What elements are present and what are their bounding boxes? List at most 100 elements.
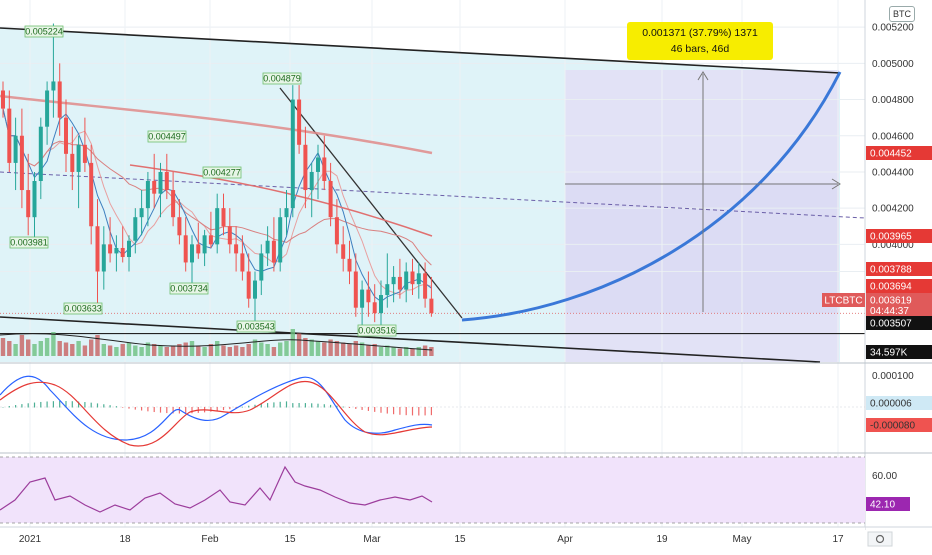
macd-histogram-bar	[122, 407, 124, 408]
volume-bar	[177, 344, 182, 356]
macd-histogram-bar	[33, 402, 36, 408]
candle-body	[379, 295, 383, 314]
macd-histogram-bar	[241, 406, 243, 408]
candle-body	[26, 190, 31, 218]
y-tick-label: 0.004000	[872, 240, 914, 251]
countdown-value: 04:44:37	[870, 306, 909, 317]
volume-bar	[284, 341, 289, 356]
x-tick-label: 17	[832, 534, 844, 545]
macd-histogram-bar	[273, 402, 275, 408]
volume-bar	[19, 335, 25, 356]
y-tick-label: 0.004400	[872, 167, 914, 178]
candle-body	[196, 244, 201, 254]
macd-histogram-bar	[141, 407, 143, 411]
candle-body	[221, 208, 226, 227]
price-annotation: 0.003543	[237, 322, 275, 332]
settings-button	[867, 531, 893, 547]
candle-body	[259, 253, 264, 281]
volume-bar	[227, 347, 232, 356]
macd-histogram-bar	[248, 405, 250, 408]
macd-histogram-bar	[46, 401, 48, 408]
candle-body	[360, 289, 365, 308]
ticker-tag	[822, 293, 865, 307]
candle-body	[253, 280, 257, 299]
candle-body	[423, 273, 428, 299]
candle-body	[82, 144, 87, 163]
candle-body	[13, 135, 18, 163]
volume-bar	[221, 345, 226, 356]
x-tick-label: Apr	[557, 534, 573, 545]
macd-histogram-bar	[386, 407, 388, 414]
candle-body	[95, 226, 100, 272]
x-tick-label: Feb	[201, 534, 219, 545]
price-tag-value: 0.003965	[870, 232, 912, 243]
channel-upper-line	[0, 27, 841, 74]
candle-body	[89, 162, 94, 227]
macd-tag	[866, 418, 932, 432]
measure-line-1: 0.001371 (37.79%) 1371	[642, 27, 758, 39]
volume-bar	[397, 348, 403, 356]
volume-bar	[215, 341, 220, 356]
macd-histogram-bar	[78, 401, 80, 408]
volume-bar	[422, 345, 428, 356]
candle-body	[177, 217, 182, 236]
price-tag	[866, 229, 932, 243]
candle-body	[227, 226, 232, 245]
volume-bar	[359, 342, 365, 356]
volume-bar	[107, 345, 113, 356]
candle-body	[114, 247, 119, 254]
macd-histogram-bar	[317, 403, 319, 408]
price-tag-value: 0.003619	[870, 296, 912, 307]
volume-bar	[208, 344, 214, 356]
candle-body	[391, 276, 396, 285]
macd-histogram-bar	[115, 406, 117, 408]
candle-body	[64, 117, 68, 154]
candle-body	[240, 253, 245, 272]
macd-histogram-bar	[367, 407, 369, 411]
volume-bar	[26, 339, 31, 356]
candle-body	[70, 153, 75, 172]
candle-body	[372, 302, 377, 314]
macd-histogram-bar	[210, 407, 212, 412]
candle-body	[385, 284, 390, 296]
candle-body	[76, 144, 81, 172]
macd-histogram-bar	[59, 401, 61, 408]
candle-body	[171, 190, 176, 218]
volume-bar	[133, 345, 138, 356]
price-tag	[866, 279, 932, 293]
macd-histogram-bar	[336, 405, 338, 408]
volume-bar	[51, 332, 56, 356]
y-tick-label: 0.004800	[872, 95, 914, 106]
volume-bar	[202, 347, 207, 356]
candle-body	[284, 208, 289, 218]
macd-histogram-bar	[71, 401, 73, 408]
macd-histogram-bar	[185, 407, 187, 414]
macd-histogram-bar	[2, 407, 4, 408]
macd-histogram-bar	[285, 401, 288, 408]
projection-lower-box	[565, 183, 839, 313]
currency-chip[interactable]: BTC	[889, 6, 915, 22]
x-tick-label: 2021	[19, 534, 42, 545]
candle-body	[234, 244, 239, 254]
volume-bar	[13, 344, 18, 356]
y-tick-label: 0.004600	[872, 131, 914, 142]
volume-bar	[170, 345, 176, 356]
macd-histogram-bar	[109, 405, 111, 408]
candle-body	[32, 181, 37, 218]
candle-body	[303, 144, 308, 191]
volume-bar	[164, 347, 169, 356]
y-tick-label: 0.005200	[872, 23, 914, 34]
macd-histogram-bar	[355, 407, 357, 409]
macd-histogram-bar	[399, 407, 401, 415]
price-annotation: 0.004497	[148, 132, 186, 142]
measure-arrow-up	[697, 71, 709, 81]
volume-bar	[89, 339, 94, 356]
volume-bar	[259, 342, 264, 356]
macd-histogram-bar	[40, 401, 42, 408]
candle-body	[328, 181, 333, 218]
macd-tag-value: 0.000006	[870, 399, 912, 410]
macd-histogram-bar	[65, 401, 67, 408]
volume-bar	[114, 347, 119, 356]
